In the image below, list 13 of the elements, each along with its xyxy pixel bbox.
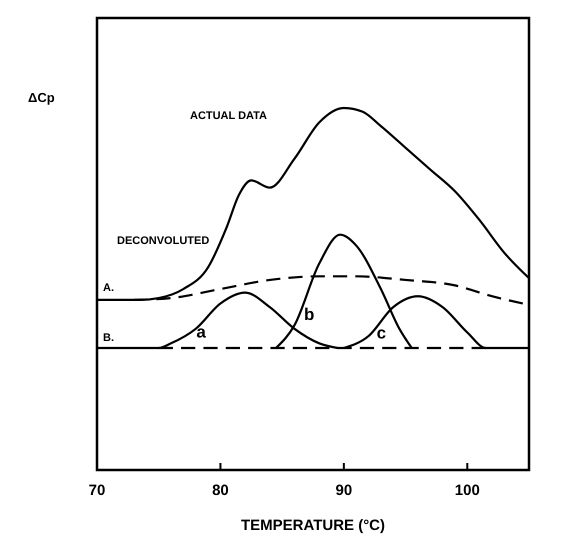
annotation: B. — [103, 332, 114, 344]
x-tick-label: 90 — [336, 482, 352, 499]
annotation: DECONVOLUTED — [117, 235, 210, 247]
y-axis-title: ΔCp — [28, 90, 55, 105]
series-label: b — [304, 305, 314, 324]
x-tick-label: 70 — [88, 482, 106, 499]
x-tick-label: 100 — [454, 482, 480, 499]
x-axis-title: TEMPERATURE (°C) — [240, 517, 386, 534]
annotation: ACTUAL DATA — [190, 110, 268, 122]
annotation: A. — [103, 282, 114, 294]
series-label: c — [376, 323, 386, 342]
series-label: a — [196, 322, 206, 342]
x-tick-label: 80 — [212, 482, 229, 499]
